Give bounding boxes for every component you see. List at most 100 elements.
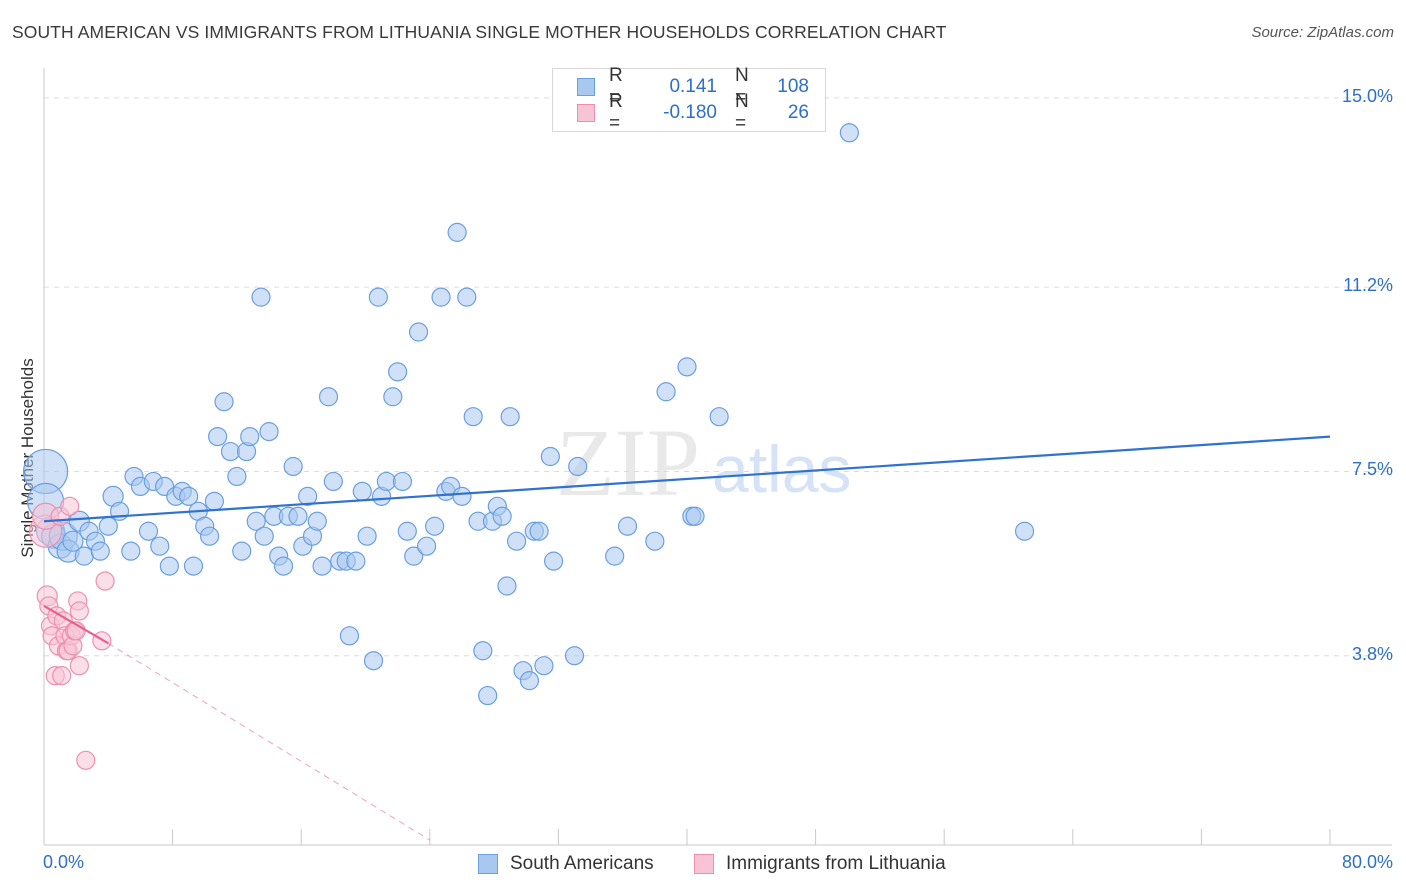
data-point [220,441,241,462]
data-point [346,551,366,571]
data-point [312,556,332,576]
data-point [283,456,303,477]
chart-title: SOUTH AMERICAN VS IMMIGRANTS FROM LITHUA… [12,22,947,42]
legend-n-value: 26 [787,102,809,123]
data-point [76,750,96,770]
data-point [69,656,89,676]
trend-line-immigrants-from-lithuania [43,604,109,645]
data-point [388,362,408,382]
correlation-legend: R = 0.141 N = 108 R = -0.180 N = 26 [552,65,826,134]
data-point [179,486,199,506]
bottom-legend-label: Immigrants from Lithuania [726,853,946,874]
y-tick-label: 15.0% [1341,85,1393,106]
data-point [540,446,560,467]
data-point [204,491,224,511]
data-point [645,531,665,551]
gridlines [44,97,1392,657]
legend-r-value: -0.180 [663,102,717,123]
trend-line-lithuania-extension [108,642,431,841]
data-point [208,426,228,447]
source-credit: Source: ZipAtlas.com [1251,24,1394,41]
data-point [227,466,247,487]
data-point [839,123,859,143]
data-point [425,516,445,536]
legend-r-label: R = [609,65,623,108]
bottom-legend-swatch [478,854,498,874]
data-point [74,546,94,566]
data-point [121,541,141,561]
data-point [52,666,72,686]
bottom-legend-swatch [694,854,714,874]
data-point [543,551,564,571]
data-point [463,407,483,427]
data-point [564,646,585,666]
data-point [138,521,159,541]
bottom-legend-immigrants-from-lithuania: Immigrants from Lithuania [694,851,946,877]
legend-row-immigrants-from-lithuania: R = -0.180 N = 26 [577,91,809,134]
y-tick-label: 3.8% [1351,643,1393,664]
data-point [69,601,89,621]
data-point [254,526,274,546]
data-point [408,322,429,342]
data-point [376,471,396,492]
y-tick-label: 7.5% [1351,459,1393,480]
data-point [240,426,260,447]
data-point [568,456,588,477]
data-point [357,526,377,546]
data-point [416,536,437,556]
data-point [656,382,676,402]
data-point [534,656,554,676]
data-point [404,546,424,566]
data-point [452,486,472,506]
data-point [519,671,540,691]
series-south-americans [23,123,1035,706]
data-point [339,626,360,646]
data-point [383,387,403,407]
legend-n-value: 108 [777,76,809,97]
data-point [232,541,252,561]
legend-swatch [577,104,595,122]
x-tick-label-min: 0.0% [43,852,85,872]
x-tick-label-max: 80.0% [1341,852,1393,872]
legend-row-south-americans: R = 0.141 N = 108 [577,65,809,108]
data-point [251,287,271,307]
data-point [397,521,417,541]
data-point [431,287,451,307]
y-tick-label: 11.2% [1343,275,1393,296]
trend-lines [43,435,1331,841]
data-point [497,576,517,596]
data-point [473,641,493,661]
data-point [60,496,80,516]
bottom-legend-south-americans: South Americans [478,851,654,877]
data-point [492,506,512,526]
data-point [307,511,327,531]
data-point [199,526,220,546]
data-point [150,536,170,556]
data-point [677,357,697,377]
data-point [368,287,388,307]
data-point [709,407,729,427]
data-point [62,530,84,552]
data-point [273,556,294,576]
data-point [259,422,279,442]
data-point [95,571,115,591]
data-point [246,511,266,531]
data-point [392,471,413,492]
data-point [183,556,204,576]
bottom-legend-label: South Americans [510,853,654,874]
data-point [617,516,638,536]
data-point [214,392,234,412]
legend-r-value: 0.141 [669,76,717,97]
legend-n-label: N = [735,65,749,108]
data-point [478,685,498,706]
data-point [288,506,308,526]
data-point [507,531,527,551]
data-point [363,651,384,671]
data-point [90,541,110,561]
data-point [685,506,705,526]
data-point [605,546,625,566]
data-point [1014,521,1035,541]
legend-n-label: N = [735,91,749,134]
data-point [447,222,467,242]
